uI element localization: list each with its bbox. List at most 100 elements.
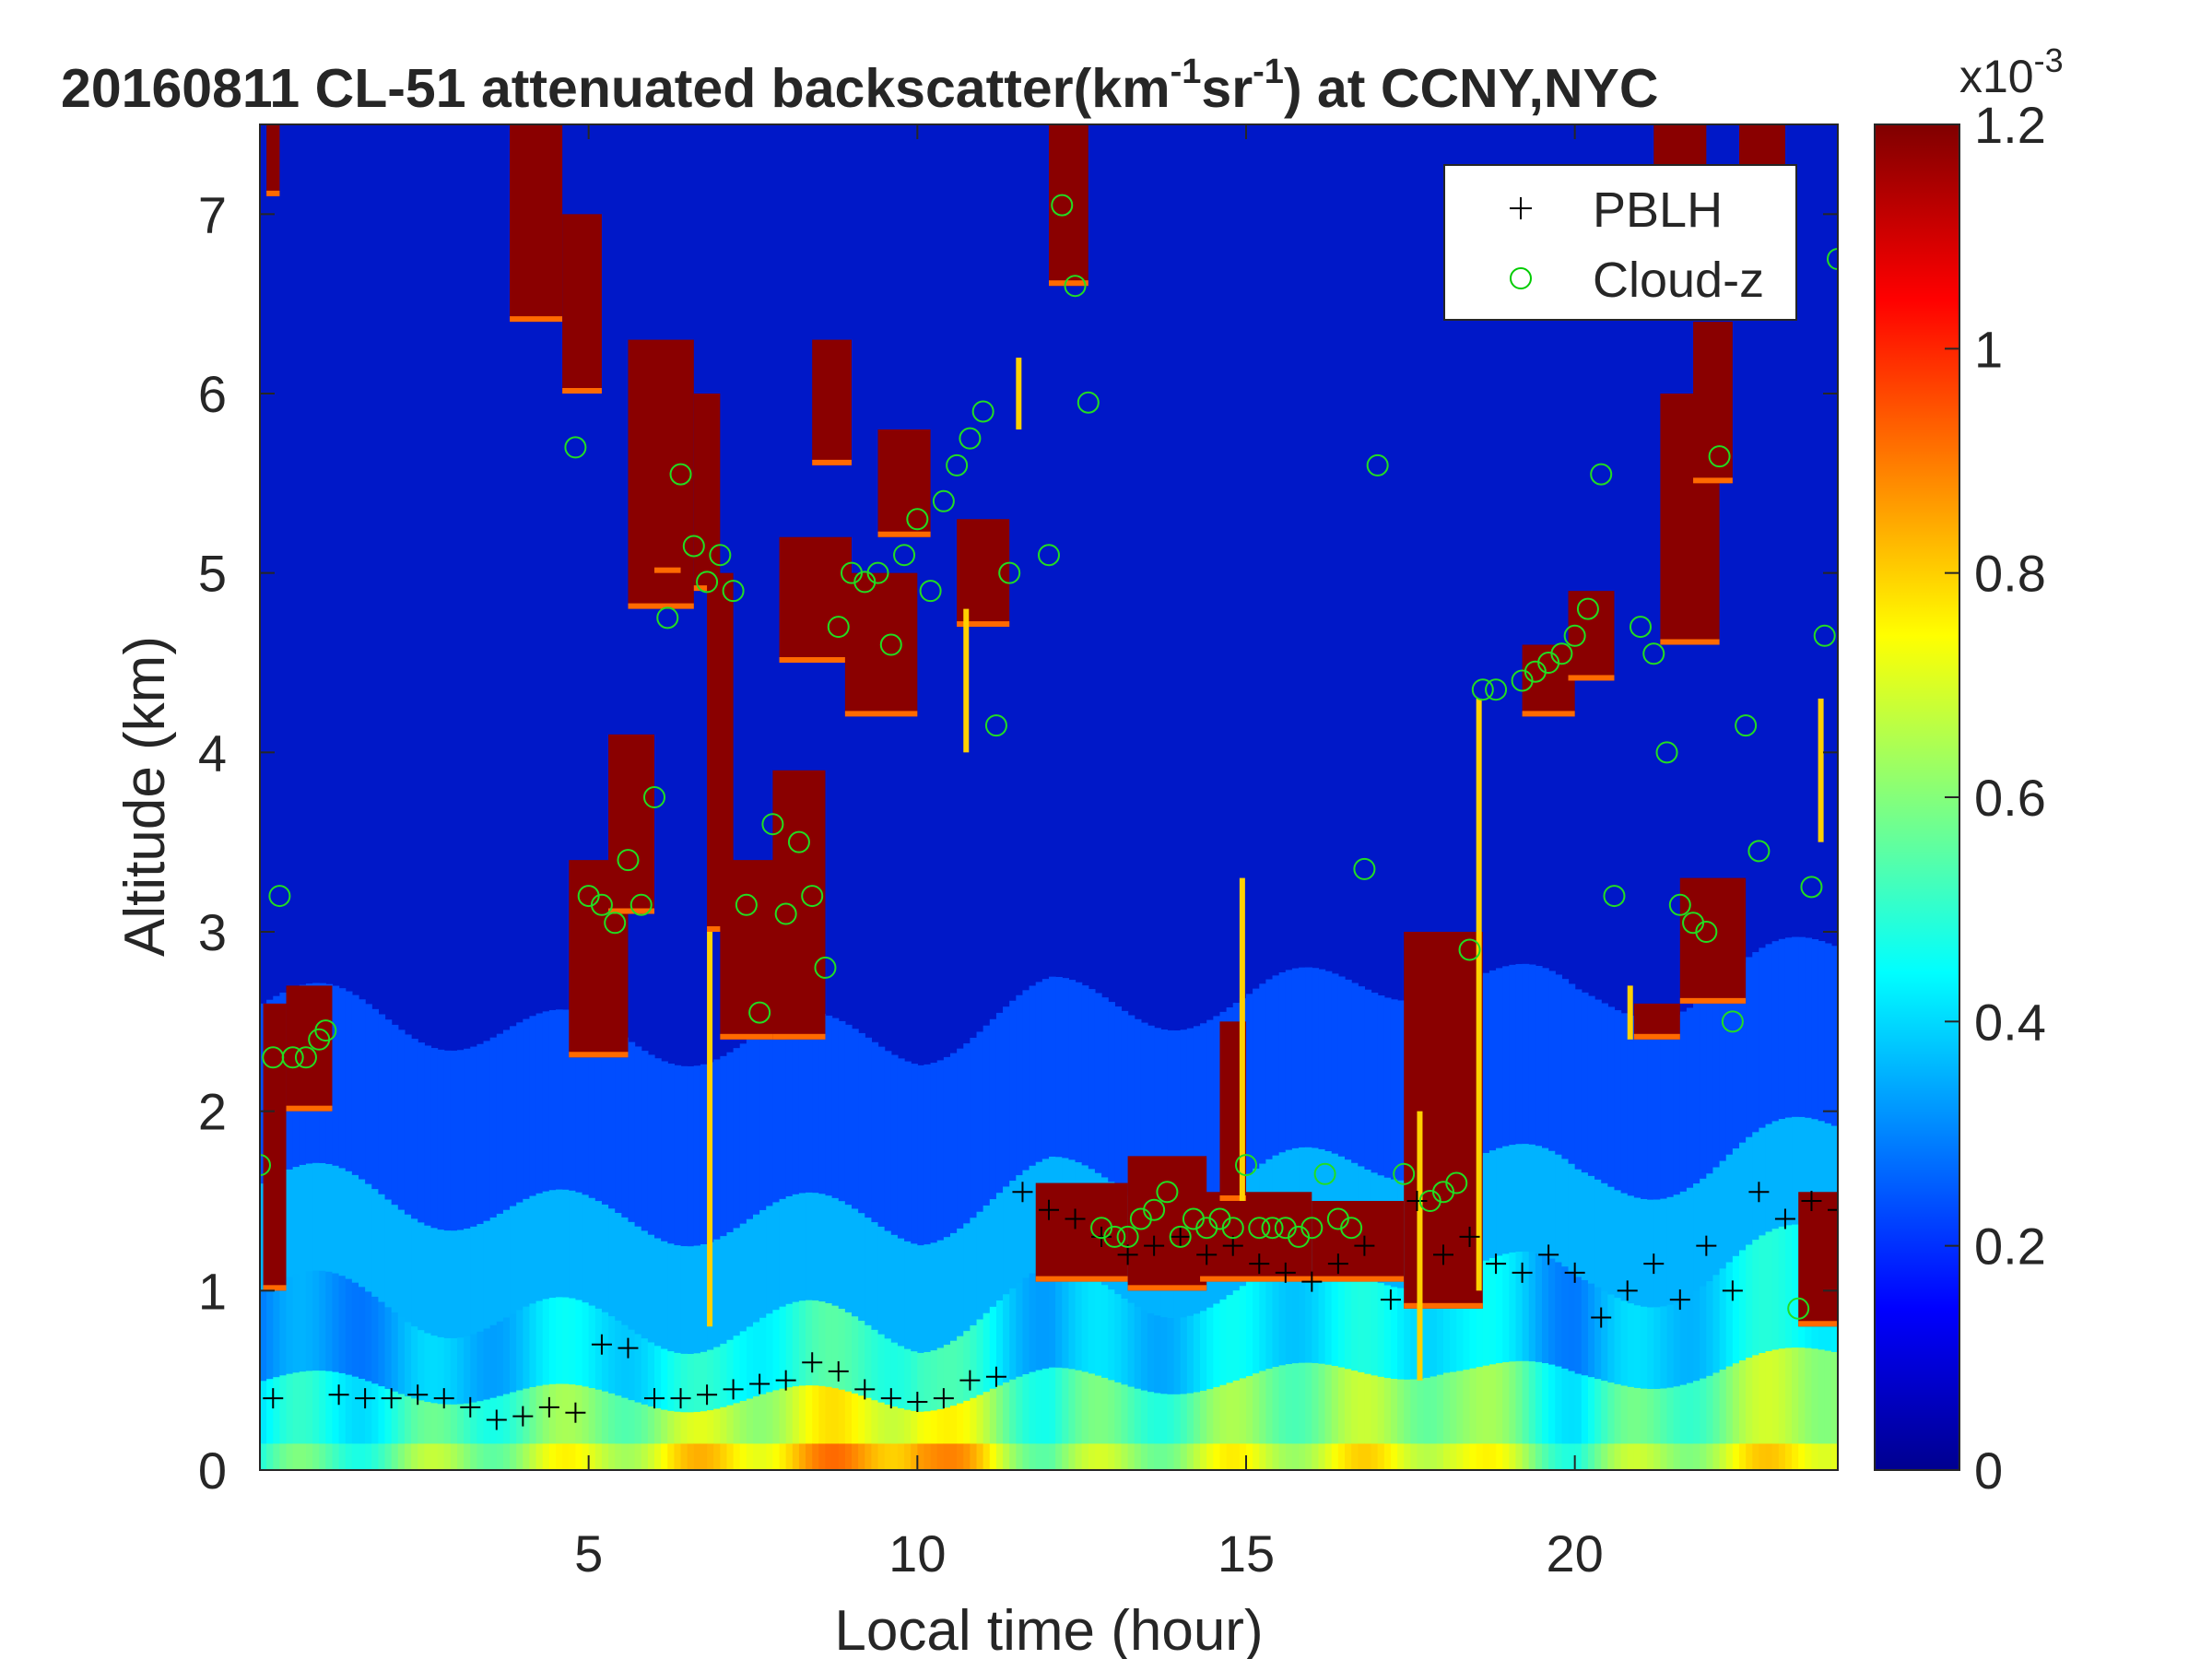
field-cell <box>1081 1371 1089 1444</box>
field-cell <box>1811 938 1819 1120</box>
cloud-edge <box>812 459 852 465</box>
field-cell <box>1633 1018 1641 1198</box>
field-cell <box>1140 1390 1148 1444</box>
field-cell <box>1594 1179 1602 1288</box>
field-cell <box>542 1191 550 1300</box>
field-cell <box>470 1402 477 1444</box>
field-cell <box>1134 1306 1142 1389</box>
field-cell <box>608 1315 616 1394</box>
field-cell <box>844 1442 853 1470</box>
field-cell <box>404 1442 412 1470</box>
field-cell <box>963 1043 971 1224</box>
field-cell <box>1022 1169 1030 1278</box>
cloudz-point <box>604 912 627 935</box>
field-cell <box>1693 1380 1700 1444</box>
field-cell <box>647 1341 655 1407</box>
field-cell <box>1798 1442 1806 1470</box>
cloud-block <box>263 1003 287 1291</box>
y-tick-label: 3 <box>198 903 227 961</box>
field-cell <box>970 1217 978 1326</box>
field-cell <box>391 1312 399 1392</box>
pblh-point <box>1406 1191 1428 1211</box>
field-cell <box>1364 1373 1372 1444</box>
cloud-edge <box>1127 1285 1207 1291</box>
field-cell <box>548 1442 557 1470</box>
field-cell <box>1739 962 1747 1143</box>
field-cell <box>1805 1442 1813 1470</box>
field-cell <box>332 985 340 1166</box>
cloudz-point <box>709 544 732 567</box>
field-cell <box>1377 1282 1385 1377</box>
field-cell <box>325 1271 334 1371</box>
cloud-block <box>1633 1003 1680 1040</box>
field-cell <box>720 1442 728 1470</box>
field-cell <box>858 1212 865 1321</box>
field-cell <box>1561 1158 1570 1267</box>
field-cell <box>950 1053 958 1233</box>
field-cell <box>496 1033 504 1214</box>
field-cell <box>260 1380 267 1444</box>
field-cell <box>1423 1377 1431 1444</box>
pblh-point <box>1039 1199 1059 1220</box>
field-cell <box>1759 1127 1767 1236</box>
cloudz-point <box>1642 642 1665 665</box>
field-cell <box>1555 1154 1562 1263</box>
y-tick-label: 4 <box>198 724 227 782</box>
field-cell <box>582 1442 590 1470</box>
field-cell <box>457 1403 465 1444</box>
field-cell <box>1075 1370 1083 1444</box>
pblh-point <box>802 1352 823 1373</box>
field-cell <box>1818 1120 1826 1230</box>
field-cell <box>818 1193 827 1302</box>
cloudz-point <box>1051 194 1074 217</box>
field-cell <box>1476 1442 1484 1470</box>
field-cell <box>792 1385 800 1444</box>
field-cell <box>1739 1142 1747 1251</box>
field-cell <box>1062 978 1069 1159</box>
field-cell <box>1601 1442 1608 1470</box>
cloud-edge <box>1568 675 1615 681</box>
field-cell <box>548 1297 557 1384</box>
field-cell <box>1641 1306 1648 1389</box>
field-cell <box>535 1193 544 1301</box>
field-cell <box>1548 971 1556 1151</box>
field-cell <box>858 1442 865 1470</box>
field-cell <box>1364 1442 1372 1470</box>
field-cell <box>982 1025 991 1206</box>
field-cell <box>1127 1302 1135 1387</box>
cloudz-point <box>1235 1154 1257 1177</box>
field-cell <box>1075 982 1083 1163</box>
field-cell <box>1581 1171 1589 1280</box>
field-cell <box>464 1403 471 1444</box>
pblh-point <box>1012 1182 1033 1203</box>
field-cell <box>1226 1294 1234 1383</box>
cloudz-point <box>1300 1217 1324 1240</box>
field-cell <box>1725 1365 1734 1444</box>
field-cell <box>569 1383 576 1444</box>
field-cell <box>1765 1442 1773 1470</box>
field-cell <box>1771 1228 1780 1350</box>
echo-streak <box>1627 985 1633 1040</box>
field-cell <box>378 1442 386 1470</box>
field-cell <box>483 1442 491 1470</box>
field-cell <box>384 1442 393 1470</box>
field-cell <box>1291 1442 1300 1470</box>
field-cell <box>831 1442 840 1470</box>
field-cell <box>562 1296 570 1384</box>
field-cell <box>1029 1442 1037 1470</box>
field-cell <box>1305 1442 1312 1470</box>
field-cell <box>1443 1442 1451 1470</box>
field-cell <box>897 1407 905 1444</box>
x-axis: 5 10 15 20 <box>574 124 1604 1583</box>
field-cell <box>1601 1380 1608 1444</box>
field-cell <box>1226 1382 1234 1444</box>
field-cell <box>1253 988 1260 1169</box>
cloud-edge <box>1693 477 1733 484</box>
field-cell <box>806 1300 813 1386</box>
field-cell <box>1068 1368 1077 1444</box>
field-cell <box>345 1374 353 1444</box>
pblh-point <box>618 1337 639 1359</box>
field-cell <box>397 1030 406 1210</box>
field-cell <box>621 1442 629 1470</box>
cloudz-point <box>879 633 902 656</box>
